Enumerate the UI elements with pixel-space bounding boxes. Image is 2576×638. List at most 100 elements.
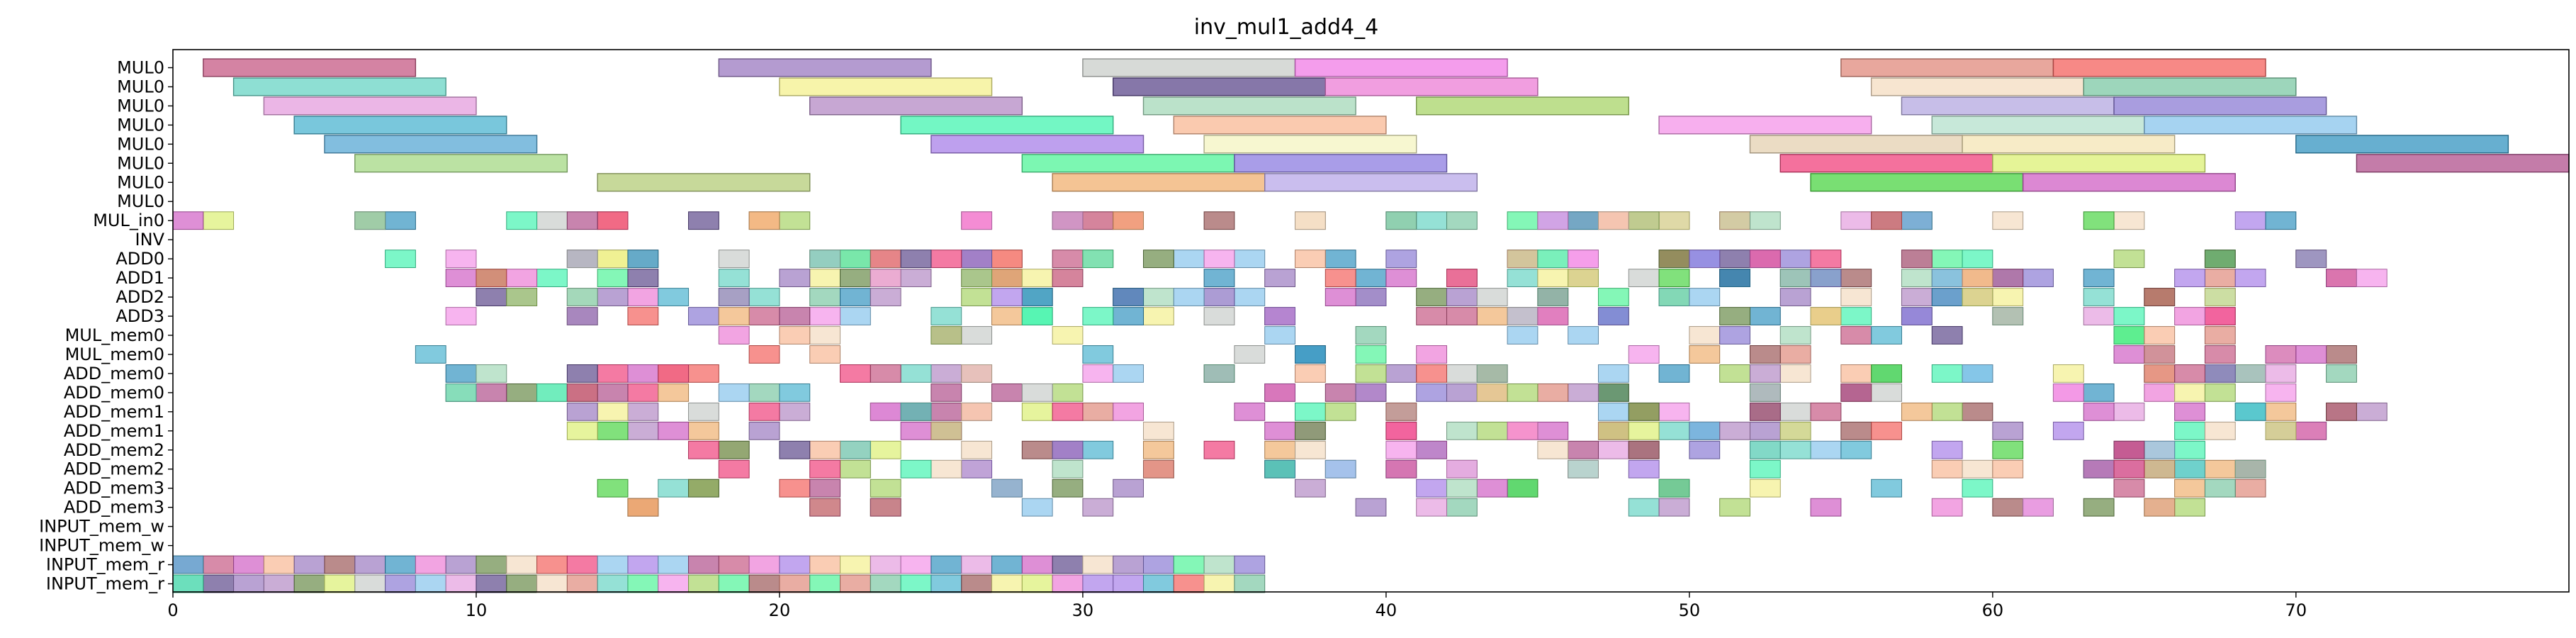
gantt-cell (1628, 440, 1660, 459)
gantt-cell (870, 288, 901, 306)
gantt-bar (1931, 116, 2145, 135)
gantt-cell (1355, 345, 1387, 364)
gantt-cell (2052, 364, 2084, 383)
gantt-cell (1689, 421, 1721, 440)
gantt-cell (597, 250, 629, 269)
gantt-cell (1021, 574, 1053, 593)
gantt-cell (2234, 211, 2266, 230)
gantt-cell (1962, 364, 1993, 383)
gantt-cell (2234, 269, 2266, 287)
gantt-cell (1082, 574, 1114, 593)
y-tick-label: MUL0 (117, 77, 164, 96)
gantt-cell (445, 269, 477, 287)
gantt-cell (1628, 211, 1660, 230)
gantt-cell (506, 288, 538, 306)
gantt-cell (1416, 383, 1447, 402)
gantt-cell (748, 288, 780, 306)
gantt-cell (2295, 345, 2327, 364)
gantt-cell (1264, 440, 1296, 459)
gantt-cell (991, 478, 1023, 498)
gantt-cell (1962, 288, 1993, 306)
gantt-bar (2113, 96, 2327, 116)
gantt-cell (597, 383, 629, 402)
gantt-cell (930, 555, 962, 574)
gantt-cell (385, 211, 416, 230)
gantt-cell (1871, 364, 1902, 383)
gantt-cell (809, 326, 841, 345)
gantt-cell (627, 421, 659, 440)
gantt-cell (2326, 364, 2357, 383)
gantt-cell (991, 383, 1023, 402)
gantt-cell (718, 555, 750, 574)
gantt-cell (1203, 307, 1235, 325)
gantt-cell (718, 574, 750, 593)
gantt-cell (566, 402, 598, 421)
gantt-bar (2052, 58, 2266, 77)
gantt-cell (840, 269, 871, 287)
gantt-cell (1203, 211, 1235, 230)
gantt-cell (1355, 326, 1387, 345)
gantt-cell (1082, 440, 1114, 459)
gantt-cell (1931, 288, 1963, 306)
gantt-cell (1779, 402, 1811, 421)
gantt-cell (900, 555, 932, 574)
gantt-cell (1507, 421, 1539, 440)
y-tick-label: MUL0 (117, 96, 164, 116)
y-tick-label: ADD_mem3 (64, 478, 164, 498)
gantt-cell (1568, 440, 1599, 459)
y-tick-label: ADD0 (116, 249, 164, 269)
gantt-cell (1658, 250, 1690, 269)
gantt-cell (597, 364, 629, 383)
gantt-bar (930, 135, 1144, 154)
gantt-cell (779, 402, 811, 421)
gantt-bar (1779, 154, 1993, 173)
gantt-cell (1173, 288, 1205, 306)
gantt-bar (718, 58, 932, 77)
gantt-cell (1537, 250, 1569, 269)
gantt-cell (627, 364, 659, 383)
gantt-cell (1779, 421, 1811, 440)
gantt-cell (1324, 250, 1356, 269)
gantt-cell (1324, 459, 1356, 478)
gantt-cell (172, 555, 204, 574)
gantt-cell (1901, 250, 1933, 269)
gantt-cell (658, 555, 690, 574)
gantt-cell (1597, 288, 1629, 306)
gantt-cell (1385, 269, 1417, 287)
gantt-cell (779, 478, 811, 498)
gantt-cell (779, 574, 811, 593)
gantt-cell (627, 250, 659, 269)
gantt-cell (1992, 498, 2024, 517)
gantt-cell (1203, 250, 1235, 269)
gantt-cell (415, 574, 446, 593)
gantt-cell (1113, 402, 1144, 421)
gantt-bar (1082, 58, 1296, 77)
gantt-cell (1507, 478, 1539, 498)
gantt-cell (961, 574, 993, 593)
gantt-cell (1021, 402, 1053, 421)
gantt-cell (870, 250, 901, 269)
gantt-cell (2113, 345, 2145, 364)
gantt-bar (2295, 135, 2509, 154)
gantt-cell (1052, 250, 1084, 269)
gantt-cell (2204, 288, 2236, 306)
gantt-cell (566, 555, 598, 574)
gantt-cell (2356, 402, 2387, 421)
gantt-cell (1113, 288, 1144, 306)
y-tick-label: INPUT_mem_r (46, 574, 164, 594)
gantt-bar (1264, 173, 1478, 192)
gantt-cell (688, 211, 719, 230)
gantt-cell (2265, 402, 2297, 421)
gantt-cell (627, 269, 659, 287)
gantt-cell (2083, 402, 2115, 421)
gantt-cell (1840, 440, 1872, 459)
gantt-cell (1871, 326, 1902, 345)
y-tick-label: ADD_mem3 (64, 498, 164, 517)
gantt-cell (536, 555, 568, 574)
gantt-cell (1871, 478, 1902, 498)
gantt-cell (1203, 440, 1235, 459)
gantt-cell (688, 574, 719, 593)
gantt-cell (1719, 364, 1750, 383)
gantt-cell (688, 402, 719, 421)
gantt-cell (1901, 211, 1933, 230)
